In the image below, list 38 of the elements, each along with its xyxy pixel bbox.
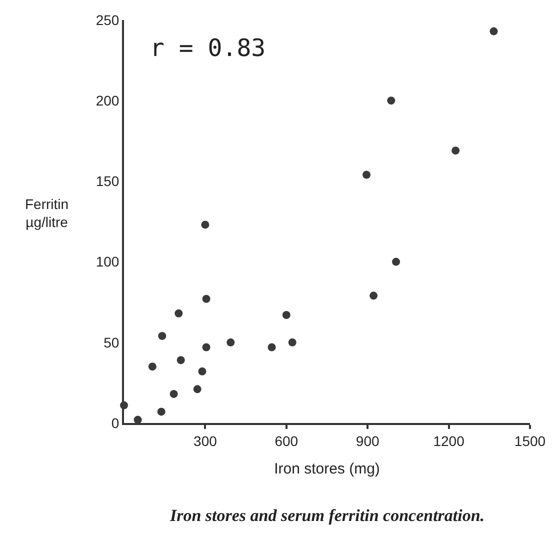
y-tick-label: 100	[96, 254, 120, 270]
y-tick-label: 150	[96, 173, 120, 190]
y-tick-label: 250	[96, 12, 120, 28]
x-tick-label: 900	[356, 432, 380, 449]
y-tick-label: 0	[111, 414, 120, 431]
point	[282, 311, 290, 319]
point	[362, 170, 371, 179]
point	[268, 343, 276, 352]
point	[174, 309, 183, 318]
point	[148, 362, 156, 371]
point	[201, 220, 210, 229]
y-tick-label: 50	[104, 334, 120, 350]
point	[490, 27, 498, 36]
y-axis-title: Ferritin µg/litre	[25, 196, 69, 230]
x-tick-label: 600	[274, 432, 298, 449]
point	[370, 292, 378, 300]
y-tick-label: 200	[96, 92, 120, 108]
point	[452, 146, 460, 155]
point	[392, 258, 400, 266]
point	[288, 338, 296, 346]
x-tick-label: 300	[194, 432, 218, 449]
point	[202, 294, 210, 303]
text: Iron stores and serum ferritin concentration.	[169, 506, 485, 525]
point	[157, 408, 166, 416]
point	[226, 338, 235, 346]
point	[170, 390, 178, 398]
x-axis-title: Iron stores (mg)	[274, 460, 380, 478]
x-tick-label: 1200	[433, 432, 465, 449]
point	[134, 416, 142, 424]
x-tick-label: 1500	[514, 432, 546, 449]
point	[193, 385, 202, 394]
point	[176, 356, 185, 364]
annotation: r = 0.83	[150, 34, 266, 62]
point	[198, 367, 206, 376]
point	[202, 343, 210, 352]
point	[120, 401, 128, 410]
point	[387, 96, 396, 105]
point	[158, 332, 166, 340]
